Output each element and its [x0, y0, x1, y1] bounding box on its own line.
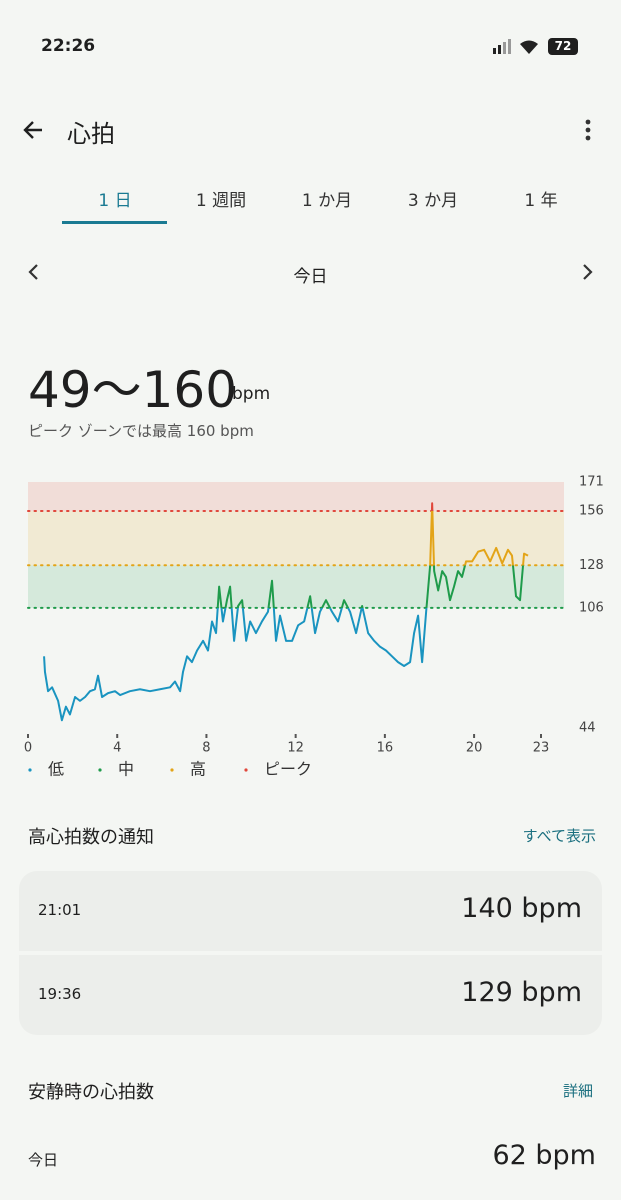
x-tick-label: 16 [377, 741, 394, 756]
range-unit: bpm [232, 384, 271, 404]
heart-rate-chart: 44 106 128 156 171 0 4 8 12 16 20 23 低 中 高 ピーク [24, 475, 604, 779]
peak-note: ピーク ゾーンでは最高 160 bpm [28, 422, 254, 440]
range-value: 49〜160 [28, 361, 238, 419]
x-tick-label: 23 [533, 741, 550, 756]
alert-row[interactable]: 21:01 140 bpm [19, 871, 602, 951]
legend-label: 高 [190, 760, 206, 779]
legend-label: ピーク [264, 760, 312, 779]
resting-value: 62 bpm [492, 1140, 596, 1171]
alert-card: 21:01 140 bpm 19:36 129 bpm [19, 871, 602, 1035]
zone-band [28, 511, 564, 566]
legend-marker [170, 768, 174, 772]
x-tick-label: 0 [24, 741, 32, 756]
tab[interactable]: 1 週間 [195, 191, 247, 211]
section-title: 高心拍数の通知 [28, 827, 154, 848]
legend-marker [98, 768, 102, 772]
status-icons [493, 39, 538, 54]
alert-time: 19:36 [38, 985, 82, 1003]
y-tick-label: 171 [579, 475, 604, 490]
menu-button[interactable] [583, 119, 593, 141]
x-tick-label: 12 [287, 741, 304, 756]
date-label: 今日 [293, 267, 328, 287]
x-tick-label: 4 [113, 741, 121, 756]
next-day[interactable] [581, 263, 595, 281]
details-link[interactable]: 詳細 [562, 1082, 593, 1100]
status-time: 22:26 [41, 36, 96, 56]
x-tick-label: 20 [466, 741, 483, 756]
legend-label: 中 [118, 760, 134, 779]
heart-rate-line [43, 502, 529, 722]
alert-row[interactable]: 19:36 129 bpm [19, 955, 602, 1035]
y-tick-label: 128 [579, 558, 604, 573]
y-tick-label: 44 [579, 721, 596, 736]
y-tick-label: 106 [579, 600, 604, 615]
alert-value: 129 bpm [461, 977, 582, 1008]
section-title: 安静時の心拍数 [28, 1082, 154, 1103]
tab-indicator [62, 221, 167, 224]
see-all-link[interactable]: すべて表示 [522, 827, 596, 845]
prev-day[interactable] [26, 263, 40, 281]
page-title: 心拍 [67, 120, 115, 148]
y-tick-label: 156 [579, 504, 604, 519]
back-button[interactable] [22, 119, 46, 141]
alert-time: 21:01 [38, 901, 82, 919]
x-tick-label: 8 [202, 741, 210, 756]
tab[interactable]: 1 か月 [301, 191, 353, 211]
zone-band [28, 482, 564, 512]
zone-band [28, 565, 564, 608]
tab[interactable]: 3 か月 [407, 191, 459, 211]
legend-marker [28, 768, 32, 772]
tab[interactable]: 1 年 [524, 191, 558, 211]
battery: 72 [548, 38, 578, 55]
legend-label: 低 [48, 760, 64, 779]
resting-label: 今日 [28, 1151, 59, 1169]
alert-value: 140 bpm [461, 893, 582, 924]
tab[interactable]: 1 日 [98, 191, 132, 211]
legend-marker [244, 768, 248, 772]
